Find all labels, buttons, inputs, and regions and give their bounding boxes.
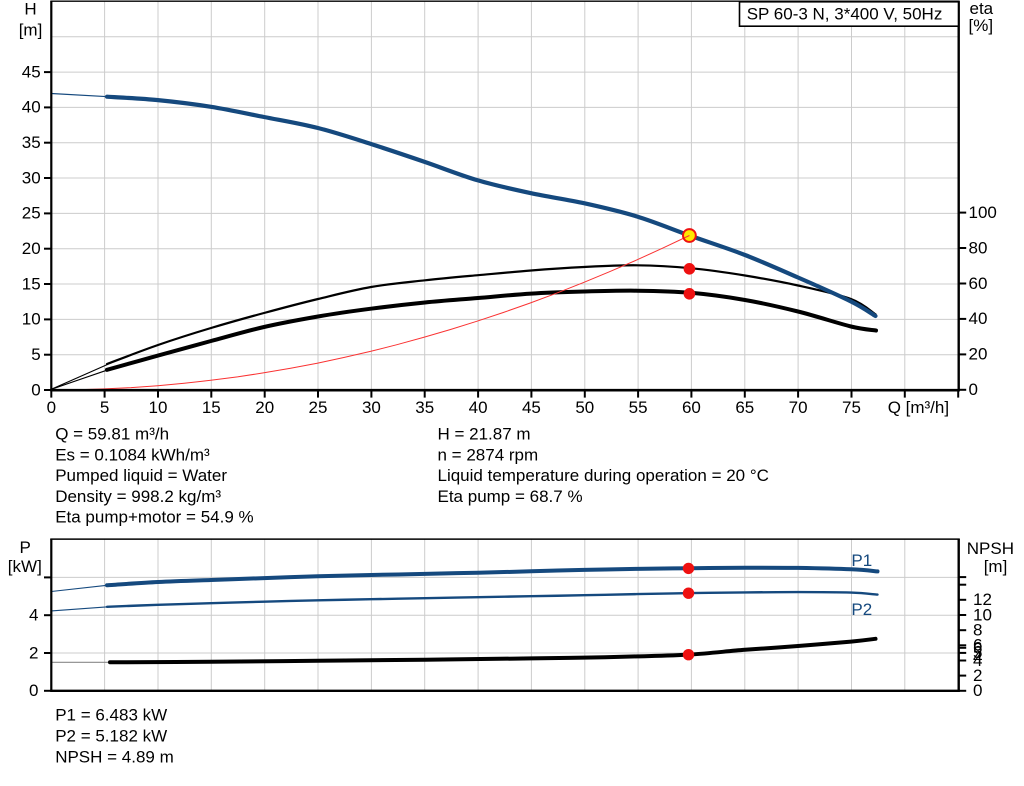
svg-text:5: 5 [100,398,109,417]
svg-text:15: 15 [22,274,41,293]
svg-text:0: 0 [31,380,40,399]
svg-text:40: 40 [22,98,41,117]
svg-text:Pumped liquid = Water: Pumped liquid = Water [55,466,227,485]
svg-text:H: H [24,0,36,19]
svg-text:2: 2 [29,643,38,662]
svg-text:12: 12 [973,590,992,609]
svg-text:Eta pump+motor = 54.9 %: Eta pump+motor = 54.9 % [55,508,253,527]
svg-text:P: P [20,538,31,557]
svg-text:70: 70 [789,398,808,417]
svg-text:n = 2874 rpm: n = 2874 rpm [438,445,539,464]
svg-text:40: 40 [969,309,988,328]
svg-text:Density = 998.2 kg/m³: Density = 998.2 kg/m³ [55,487,221,506]
svg-text:100: 100 [969,203,997,222]
svg-text:8: 8 [973,621,982,640]
svg-text:6: 6 [973,639,982,658]
svg-text:20: 20 [22,239,41,258]
svg-text:60: 60 [682,398,701,417]
svg-text:Eta pump = 68.7 %: Eta pump = 68.7 % [438,487,583,506]
svg-text:Liquid temperature during oper: Liquid temperature during operation = 20… [438,466,769,485]
svg-text:5: 5 [31,345,40,364]
svg-text:5: 5 [973,643,982,662]
svg-text:0: 0 [969,380,978,399]
svg-text:45: 45 [522,398,541,417]
svg-text:eta: eta [970,0,994,18]
svg-text:NPSH: NPSH [967,539,1014,558]
svg-text:0: 0 [29,681,38,700]
svg-text:30: 30 [362,398,381,417]
svg-text:25: 25 [22,204,41,223]
svg-text:60: 60 [969,274,988,293]
svg-text:65: 65 [735,398,754,417]
svg-text:[m]: [m] [19,20,43,39]
svg-text:H = 21.87 m: H = 21.87 m [438,425,531,444]
svg-text:75: 75 [842,398,861,417]
svg-text:6: 6 [973,636,982,655]
svg-text:40: 40 [469,398,488,417]
svg-text:P2 = 5.182 kW: P2 = 5.182 kW [55,727,167,746]
svg-text:10: 10 [22,310,41,329]
svg-text:Q = 59.81 m³/h: Q = 59.81 m³/h [55,425,169,444]
svg-text:P2: P2 [851,600,872,619]
svg-text:15: 15 [202,398,221,417]
svg-text:Es = 0.1084 kWh/m³: Es = 0.1084 kWh/m³ [55,445,210,464]
svg-text:Q [m³/h]: Q [m³/h] [888,398,949,417]
svg-text:10: 10 [149,398,168,417]
svg-text:SP 60-3 N, 3*400 V, 50Hz: SP 60-3 N, 3*400 V, 50Hz [747,4,943,23]
svg-text:[%]: [%] [969,16,994,35]
svg-text:2: 2 [973,666,982,685]
svg-text:4: 4 [29,606,38,625]
svg-text:4: 4 [973,648,982,667]
svg-text:20: 20 [255,398,274,417]
svg-text:0: 0 [47,398,56,417]
svg-text:[m]: [m] [984,557,1008,576]
svg-text:55: 55 [629,398,648,417]
svg-text:45: 45 [22,62,41,81]
svg-text:0: 0 [973,681,982,700]
svg-text:35: 35 [415,398,434,417]
svg-text:20: 20 [969,345,988,364]
svg-text:4: 4 [973,651,982,670]
svg-text:NPSH = 4.89 m: NPSH = 4.89 m [55,748,174,767]
svg-text:P1: P1 [851,551,872,570]
svg-text:[kW]: [kW] [8,557,42,576]
svg-text:10: 10 [973,605,992,624]
svg-text:P1 = 6.483 kW: P1 = 6.483 kW [55,705,167,724]
svg-text:25: 25 [309,398,328,417]
svg-text:50: 50 [575,398,594,417]
svg-text:80: 80 [969,238,988,257]
svg-text:35: 35 [22,133,41,152]
svg-text:30: 30 [22,168,41,187]
